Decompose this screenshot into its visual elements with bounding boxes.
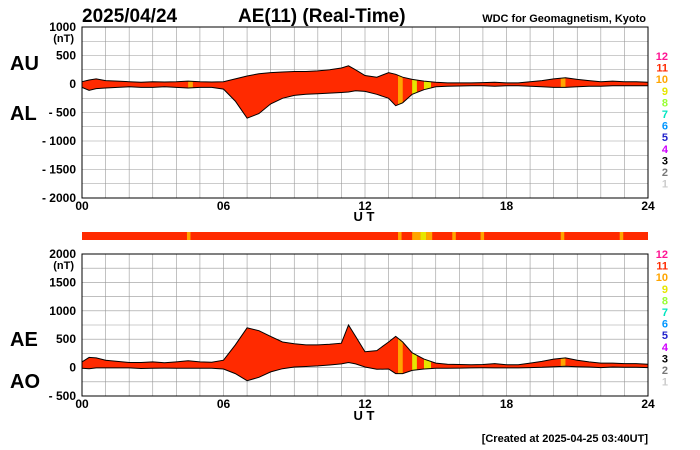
bottom-unit-label: (nT) — [53, 260, 74, 272]
x-tick-label: 06 — [217, 199, 231, 213]
y-tick-label: - 1500 — [42, 163, 76, 177]
top-unit-label: (nT) — [53, 33, 74, 45]
level-legend-8: 8 — [662, 295, 668, 307]
level-legend-6: 6 — [662, 319, 668, 331]
activity-strip-segment — [412, 232, 421, 240]
level-legend-1: 1 — [662, 377, 668, 389]
y-tick-label: 0 — [69, 77, 76, 91]
level-legend-5: 5 — [662, 132, 668, 144]
activity-strip-segment — [186, 232, 191, 240]
x-tick-label: 24 — [641, 199, 655, 213]
activity-band — [412, 65, 417, 119]
y-tick-label: - 500 — [49, 106, 77, 120]
y-tick-label: 0 — [69, 361, 76, 375]
level-legend-9: 9 — [662, 284, 668, 296]
level-legend-7: 7 — [662, 109, 668, 121]
y-tick-label: - 500 — [49, 389, 77, 403]
created-timestamp: [Created at 2025-04-25 03:40UT] — [482, 433, 649, 445]
x-tick-label: 00 — [75, 199, 89, 213]
level-legend-11: 11 — [656, 63, 668, 75]
ae-series-label: AE — [10, 329, 38, 351]
level-legend-12: 12 — [656, 51, 668, 63]
al-series-label: AL — [10, 103, 37, 125]
date-title: 2025/04/24 — [82, 6, 178, 27]
ae-series-line — [81, 323, 649, 366]
level-legend-10: 10 — [656, 74, 668, 86]
level-legend-3: 3 — [662, 353, 668, 365]
level-legend-2: 2 — [662, 167, 668, 179]
activity-strip-segment — [619, 232, 624, 240]
level-legend-3: 3 — [662, 155, 668, 167]
x-tick-label: 00 — [75, 397, 89, 411]
top-x-axis-label: U T — [354, 209, 375, 224]
ao-series-label: AO — [10, 371, 40, 393]
activity-strip-base — [82, 232, 648, 240]
al-series-line — [81, 85, 648, 119]
bottom-x-axis-label: U T — [354, 408, 375, 423]
x-tick-label: 18 — [500, 199, 514, 213]
level-legend-4: 4 — [662, 342, 669, 354]
level-legend-10: 10 — [656, 272, 668, 284]
x-tick-label: 24 — [641, 397, 655, 411]
plot-frame — [81, 253, 649, 397]
series-area-ae-ao — [82, 325, 648, 381]
activity-band — [398, 65, 403, 119]
activity-strip-segment — [560, 232, 565, 240]
au-series-label: AU — [10, 53, 39, 75]
y-tick-label: 500 — [56, 332, 76, 346]
level-legend-6: 6 — [662, 121, 668, 133]
level-legend-7: 7 — [662, 307, 668, 319]
activity-strip-segment — [420, 232, 427, 240]
x-tick-label: 18 — [500, 397, 514, 411]
x-tick-label: 12 — [358, 199, 372, 213]
level-legend-12: 12 — [656, 249, 668, 261]
y-tick-label: - 1000 — [42, 134, 76, 148]
plot-frame — [81, 26, 649, 199]
level-legend-9: 9 — [662, 86, 668, 98]
y-tick-label: 1500 — [49, 275, 76, 289]
level-legend-4: 4 — [662, 144, 669, 156]
level-legend-8: 8 — [662, 97, 668, 109]
x-tick-label: 06 — [217, 397, 231, 411]
level-legend-2: 2 — [662, 365, 668, 377]
activity-strip-segment — [398, 232, 402, 240]
ao-series-line — [81, 361, 649, 382]
y-tick-label: 500 — [56, 49, 76, 63]
activity-level-strip — [82, 232, 648, 240]
activity-strip-segment — [480, 232, 485, 240]
au-series-line — [81, 65, 649, 84]
activity-strip-segment — [426, 232, 433, 240]
level-legend-1: 1 — [662, 179, 668, 191]
y-tick-label: 2000 — [49, 247, 76, 261]
index-title: AE(11) (Real-Time) — [238, 6, 406, 27]
activity-strip-segment — [452, 232, 456, 240]
series-area-au-al — [82, 65, 648, 119]
y-tick-label: 1000 — [49, 20, 76, 34]
level-legend-5: 5 — [662, 330, 668, 342]
level-legend-11: 11 — [656, 261, 668, 273]
y-tick-label: - 2000 — [42, 191, 76, 205]
y-tick-label: 1000 — [49, 304, 76, 318]
x-tick-label: 12 — [358, 397, 372, 411]
activity-band — [398, 325, 403, 381]
source-label: WDC for Geomagnetism, Kyoto — [482, 13, 646, 25]
